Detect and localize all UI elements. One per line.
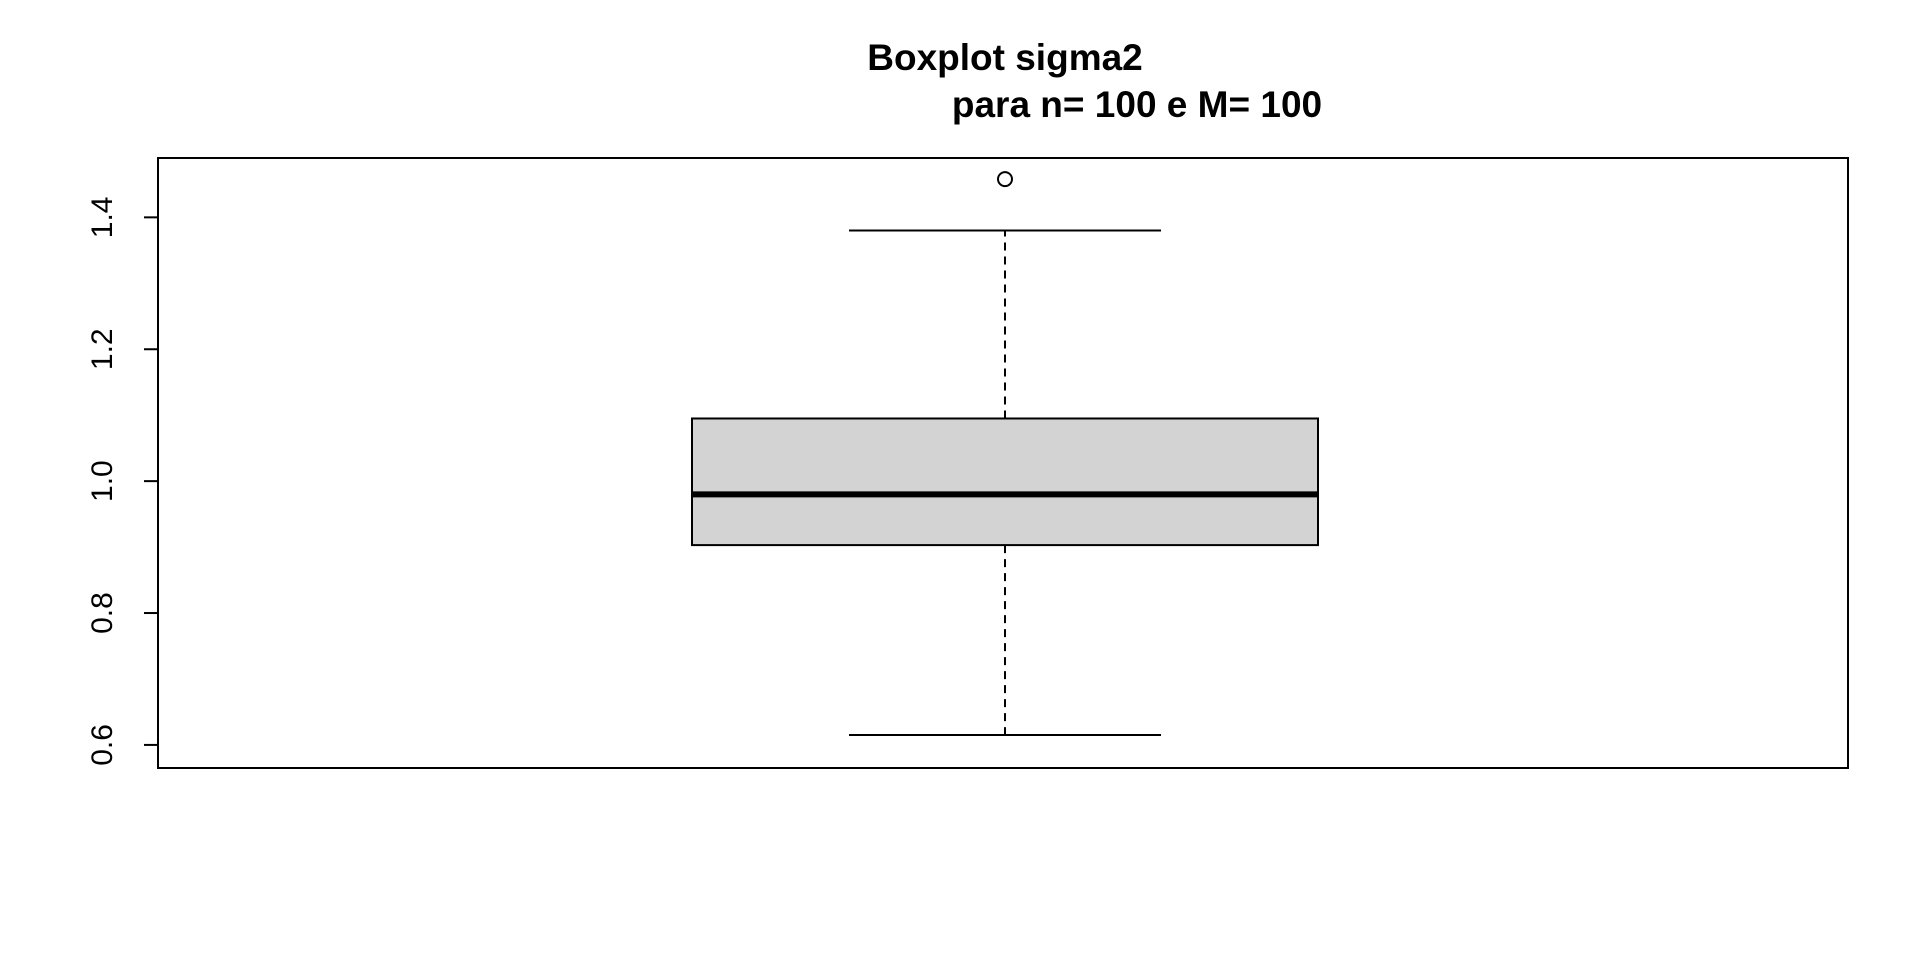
- y-tick-label: 0.6: [86, 724, 119, 766]
- chart-title: Boxplot sigma2: [867, 37, 1143, 78]
- y-tick-label: 1.4: [86, 196, 119, 238]
- box-plot: [691, 171, 1319, 737]
- y-tick-label: 1.2: [86, 328, 119, 370]
- y-tick-label: 0.8: [86, 592, 119, 634]
- chart-subtitle: para n= 100 e M= 100: [952, 84, 1322, 125]
- y-axis: 0.6 0.8 1.0 1.2 1.4: [86, 196, 158, 766]
- y-tick-label: 1.0: [86, 460, 119, 502]
- interquartile-box: [691, 417, 1319, 547]
- outlier-point: [997, 171, 1013, 188]
